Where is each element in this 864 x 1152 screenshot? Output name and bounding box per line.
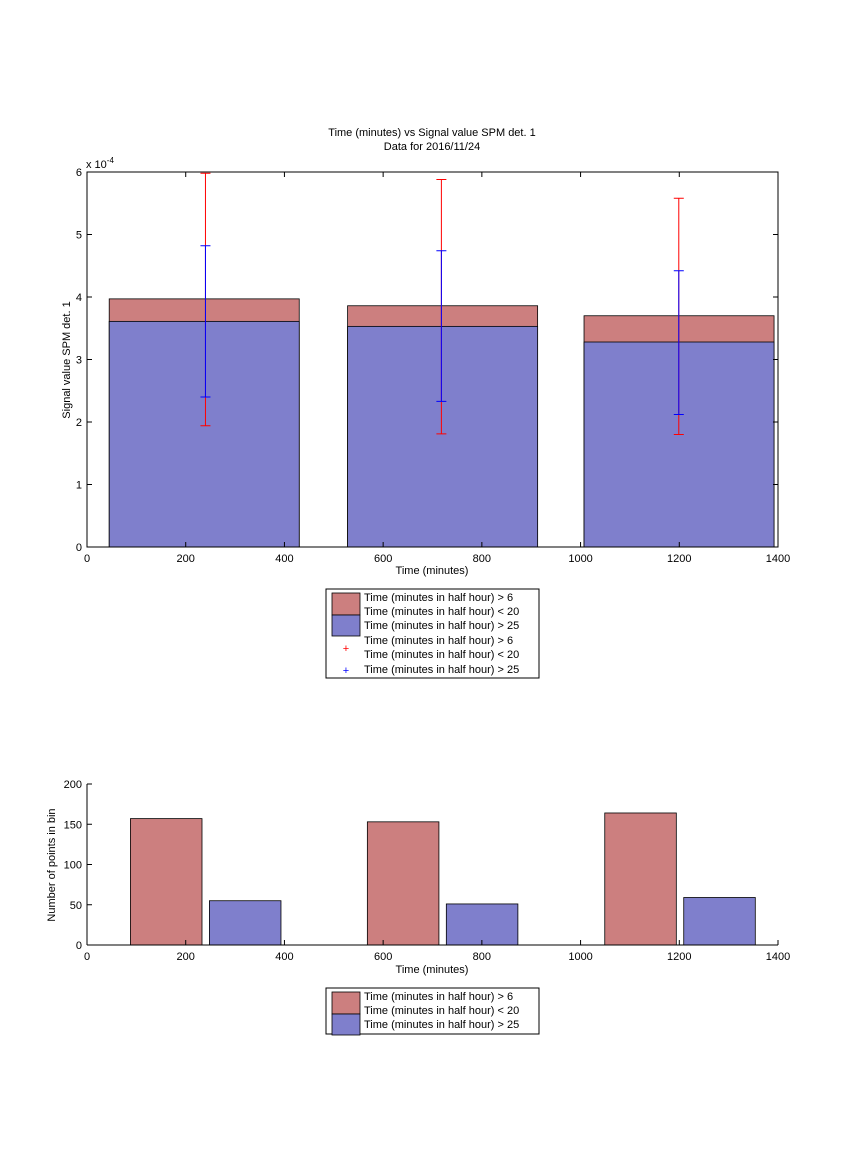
y-tick-label: 6: [76, 167, 82, 179]
x-tick-label: 800: [473, 951, 491, 963]
chart1-xlabel: Time (minutes): [396, 565, 469, 577]
y-tick-label: 0: [76, 542, 82, 554]
chart2-xlabel: Time (minutes): [396, 964, 469, 976]
legend-label: Time (minutes in half hour) < 20: [364, 606, 519, 618]
x-tick-label: 200: [177, 951, 195, 963]
y-tick-label: 5: [76, 230, 82, 242]
errorbar-blue-1: [436, 250, 447, 402]
y-tick-label: 0: [76, 940, 82, 952]
legend-box: [325, 987, 540, 1035]
y-tick-label: 3: [76, 355, 82, 367]
x-tick-label: 1400: [766, 951, 790, 963]
count-bar-blue-1: [209, 900, 282, 946]
y-tick-label: 200: [64, 779, 82, 791]
chart2-ticks: 0 200 400 600 800 1000 1200 1400 0 50 100 150 200: [64, 779, 791, 963]
legend-plus-blue: +: [343, 665, 349, 677]
count-bar-blue-5: [683, 897, 756, 946]
count-bar-red-2: [366, 821, 440, 946]
count-chart: 0 200 400 600 800 1000 1200 1400 0 50 100 150 200 Ti…: [46, 779, 791, 1036]
y-tick-label: 50: [70, 900, 82, 912]
x-tick-label: 0: [84, 553, 90, 565]
x-tick-label: 400: [275, 951, 293, 963]
legend-label: Time (minutes in half hour) > 6: [364, 991, 513, 1003]
legend-patch-red: [331, 592, 361, 616]
y-tick-label: 100: [64, 860, 82, 872]
chart1-legend: Time (minutes in half hour) > 6 Time (min…: [325, 588, 540, 679]
x-tick-label: 1000: [568, 951, 592, 963]
x-tick-label: 1200: [667, 951, 691, 963]
chart1-y-exponent: x 10-4: [86, 156, 114, 171]
y-tick-label: 1: [76, 480, 82, 492]
x-tick-label: 200: [177, 553, 195, 565]
x-tick-label: 0: [84, 951, 90, 963]
y-tick-label: 2: [76, 417, 82, 429]
legend-label: Time (minutes in half hour) > 25: [364, 1019, 519, 1031]
y-tick-label: 4: [76, 292, 82, 304]
x-tick-label: 1000: [568, 553, 592, 565]
legend-patch-red: [331, 991, 361, 1015]
chart1-ticks: 0 200 400 600 800 1000 1200 1400 0 1 2 3 4 5 6: [76, 167, 790, 565]
chart2-legend: Time (minutes in half hour) > 6 Time (min…: [325, 987, 540, 1036]
errorbar-blue-0: [200, 245, 211, 398]
legend-patch-blue: [331, 1013, 361, 1036]
legend-label: Time (minutes in half hour) < 20: [364, 649, 519, 661]
chart1-title: Time (minutes) vs Signal value SPM det. …: [328, 127, 535, 139]
bar-blue-1: [347, 325, 539, 548]
chart1-errorbars: [200, 172, 684, 435]
legend-plus-red: +: [343, 643, 349, 655]
legend-label: Time (minutes in half hour) > 6: [364, 635, 513, 647]
x-tick-label: 800: [473, 553, 491, 565]
x-tick-label: 1400: [766, 553, 790, 565]
chart2-ylabel: Number of points in bin: [46, 808, 58, 921]
x-tick-label: 600: [374, 553, 392, 565]
y-tick-label: 150: [64, 819, 82, 831]
bar-blue-0: [108, 320, 300, 548]
legend-label: Time (minutes in half hour) > 6: [364, 592, 513, 604]
errorbar-blue-2: [673, 270, 684, 415]
chart1-ylabel: Signal value SPM det. 1: [61, 301, 73, 418]
legend-box: [325, 588, 540, 679]
count-bar-blue-3: [445, 903, 519, 946]
x-tick-label: 400: [275, 553, 293, 565]
x-tick-label: 600: [374, 951, 392, 963]
legend-label: Time (minutes in half hour) > 25: [364, 620, 519, 632]
signal-chart: Time (minutes) vs Signal value SPM det. …: [61, 127, 790, 679]
legend-label: Time (minutes in half hour) > 25: [364, 664, 519, 676]
chart2-bars: [130, 812, 756, 946]
count-bar-red-4: [604, 812, 677, 946]
legend-patch-blue: [331, 614, 361, 637]
chart1-subtitle: Data for 2016/11/24: [384, 141, 480, 153]
legend-label: Time (minutes in half hour) < 20: [364, 1005, 519, 1017]
count-bar-red-0: [130, 818, 203, 946]
x-tick-label: 1200: [667, 553, 691, 565]
